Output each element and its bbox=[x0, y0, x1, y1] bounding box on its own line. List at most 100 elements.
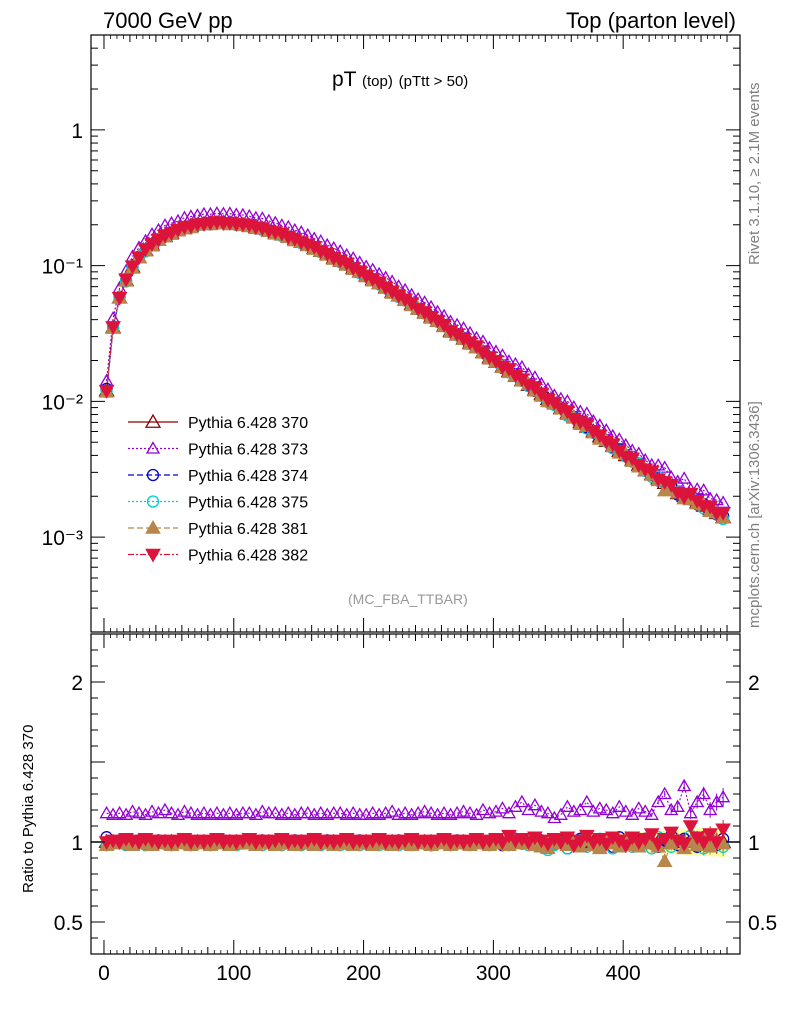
ratio-point-series-6 bbox=[663, 826, 680, 841]
ratio-point-series-2 bbox=[690, 794, 705, 808]
ratio-point-series-2 bbox=[644, 807, 659, 820]
main-frame bbox=[90, 34, 741, 633]
ratio-point-series-2 bbox=[436, 805, 452, 819]
ratio-y-tick-label: 2 bbox=[71, 672, 83, 695]
tick-labels: 1 10⁻¹ 10⁻² 10⁻³ 0 100 200 300 400 0.5 0.5 1 1 2 2 bbox=[42, 120, 778, 985]
header-energy-label: 7000 GeV pp bbox=[103, 8, 233, 33]
ratio-axis-label: Ratio to Pythia 6.428 370 bbox=[20, 724, 37, 893]
ratio-y-tick-label-right: 1 bbox=[748, 832, 760, 855]
legend-label-5: Pythia 6.428 381 bbox=[188, 521, 308, 538]
main-point-series-2 bbox=[651, 458, 666, 471]
ratio-point-series-2 bbox=[365, 805, 380, 819]
ratio-point-series-2 bbox=[131, 805, 147, 819]
main-point-series-2 bbox=[709, 492, 724, 506]
ratio-point-series-2 bbox=[579, 794, 594, 808]
legend-marker-1 bbox=[144, 413, 162, 428]
legend: Pythia 6.428 370 Pythia 6.428 373 Pythia 6… bbox=[128, 413, 308, 565]
ratio-point-series-2 bbox=[677, 778, 692, 792]
ratio-point-series-2 bbox=[138, 807, 153, 820]
ratio-point-series-2 bbox=[638, 804, 653, 817]
ratio-point-series-2 bbox=[540, 805, 556, 819]
ratio-point-series-2 bbox=[255, 804, 270, 817]
main-point-series-6 bbox=[137, 243, 154, 258]
main-point-series-6 bbox=[124, 260, 141, 275]
ratio-point-series-2 bbox=[670, 799, 685, 812]
ratio-point-series-2 bbox=[534, 804, 549, 817]
ratio-point-series-2 bbox=[313, 805, 328, 819]
ratio-point-series-6 bbox=[643, 828, 660, 843]
x-tick-label: 200 bbox=[346, 962, 381, 985]
ratio-point-series-2 bbox=[112, 805, 127, 819]
ratio-point-series-2 bbox=[125, 804, 140, 817]
ratio-point-series-2 bbox=[560, 799, 575, 812]
ratio-point-series-2 bbox=[417, 804, 432, 817]
ratio-point-series-2 bbox=[385, 804, 400, 817]
ratio-point-series-6 bbox=[715, 823, 731, 838]
ratio-point-series-2 bbox=[592, 801, 607, 814]
ratio-point-series-2 bbox=[475, 802, 491, 816]
plot-title-sub1: (top) bbox=[361, 73, 393, 90]
main-point-series-2 bbox=[657, 460, 672, 473]
ratio-point-series-2 bbox=[300, 805, 315, 819]
ratio-point-series-2 bbox=[242, 805, 257, 819]
ratio-point-series-2 bbox=[144, 804, 160, 817]
legend-label-2: Pythia 6.428 373 bbox=[188, 442, 308, 459]
ratio-point-series-2 bbox=[631, 801, 646, 814]
y-tick-label: 10⁻³ bbox=[42, 527, 83, 550]
plot-title-sub2: (pTtt > 50) bbox=[398, 73, 469, 90]
ratio-point-series-2 bbox=[514, 794, 530, 808]
ratio-y-tick-label: 1 bbox=[71, 832, 83, 855]
ratio-point-series-2 bbox=[651, 794, 666, 808]
mcplots-label: mcplots.cern.ch [arXiv:1306.3436] bbox=[746, 401, 763, 628]
legend-label-3: Pythia 6.428 374 bbox=[188, 468, 308, 485]
main-point-series-6 bbox=[131, 251, 147, 266]
ratio-point-series-2 bbox=[456, 804, 471, 817]
ratio-point-series-2 bbox=[618, 804, 633, 817]
main-point-series-6 bbox=[98, 384, 115, 399]
legend-label-1: Pythia 6.428 370 bbox=[188, 415, 308, 432]
ratio-point-series-2 bbox=[495, 801, 510, 814]
legend-label-4: Pythia 6.428 375 bbox=[188, 495, 308, 512]
ratio-point-series-6 bbox=[494, 836, 511, 851]
ratio-point-series-2 bbox=[268, 805, 283, 819]
ratio-point-series-6 bbox=[676, 837, 693, 852]
main-point-series-6 bbox=[663, 478, 680, 493]
ratio-point-series-6 bbox=[559, 831, 576, 846]
analysis-label: (MC_FBA_TTBAR) bbox=[348, 591, 468, 607]
axes-frame bbox=[90, 34, 741, 955]
ratio-point-series-2 bbox=[333, 805, 348, 819]
x-tick-label: 300 bbox=[476, 962, 511, 985]
ratio-y-tick-label: 0.5 bbox=[54, 912, 83, 935]
main-point-series-6 bbox=[118, 273, 134, 288]
ratio-point-series-2 bbox=[703, 802, 718, 816]
x-tick-label: 0 bbox=[98, 962, 110, 985]
plot-title-main: pT bbox=[332, 68, 357, 91]
ratio-frame bbox=[90, 633, 741, 955]
y-tick-label: 10⁻¹ bbox=[42, 256, 83, 279]
ratio-point-series-2 bbox=[99, 805, 114, 819]
main-point-series-6 bbox=[559, 405, 576, 420]
main-series-markers bbox=[98, 205, 732, 526]
ratio-point-series-2 bbox=[209, 805, 225, 819]
ratio-point-series-2 bbox=[183, 805, 199, 819]
ratio-point-series-2 bbox=[346, 805, 361, 819]
ratio-point-series-2 bbox=[573, 802, 588, 816]
ratio-point-series-2 bbox=[423, 805, 439, 819]
ratio-point-series-2 bbox=[248, 807, 263, 820]
ratio-point-series-2 bbox=[527, 797, 543, 811]
ratio-series-markers bbox=[98, 778, 732, 867]
ratio-point-series-2 bbox=[553, 807, 568, 820]
ratio-point-series-6 bbox=[617, 839, 634, 854]
ratio-point-series-2 bbox=[281, 805, 296, 819]
main-point-series-6 bbox=[105, 321, 121, 335]
ratio-point-series-6 bbox=[598, 837, 615, 852]
ratio-point-series-6 bbox=[682, 820, 699, 835]
ratio-point-series-2 bbox=[170, 807, 186, 820]
main-point-series-6 bbox=[624, 452, 641, 467]
ratio-point-series-2 bbox=[664, 802, 679, 816]
main-line-series-2 bbox=[106, 212, 724, 504]
ratio-point-series-2 bbox=[164, 805, 179, 819]
main-point-series-2 bbox=[527, 370, 543, 383]
legend-marker-6 bbox=[145, 548, 161, 563]
ratio-y-tick-label-right: 2 bbox=[748, 672, 760, 695]
